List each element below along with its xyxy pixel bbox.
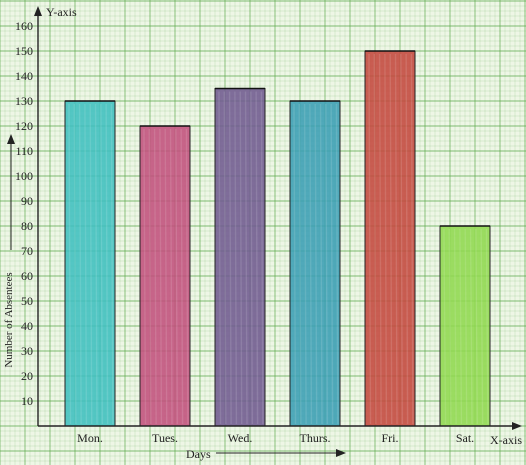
bar-texture-streak bbox=[94, 103, 98, 425]
bar-texture-streak bbox=[143, 128, 147, 425]
bar-texture-streak bbox=[250, 91, 253, 425]
y-tick-label: 40 bbox=[21, 319, 33, 333]
bar-texture-streak bbox=[443, 228, 447, 425]
bar-texture-streak bbox=[373, 53, 377, 425]
bar-texture-streak bbox=[244, 91, 248, 425]
y-tick-label: 30 bbox=[21, 344, 33, 358]
bar-texture-streak bbox=[330, 103, 334, 425]
x-tick-labels: Mon. Tues. Wed. Thurs. Fri. Sat. bbox=[77, 431, 474, 445]
bar-texture-streak bbox=[303, 103, 307, 425]
bar-texture-streak bbox=[84, 103, 88, 425]
y-tick-label: 10 bbox=[21, 394, 33, 408]
bar-texture-streak bbox=[378, 53, 382, 425]
x-tick-label: Thurs. bbox=[300, 431, 331, 445]
bar-texture-streak bbox=[148, 128, 152, 425]
y-tick-label: 100 bbox=[15, 169, 33, 183]
y-tick-label: 160 bbox=[15, 19, 33, 33]
bars-group bbox=[64, 50, 491, 427]
y-tick-label: 20 bbox=[21, 369, 33, 383]
bar-texture-streak bbox=[223, 91, 227, 425]
bar-texture-streak bbox=[448, 228, 452, 425]
bar-texture-streak bbox=[239, 91, 243, 425]
x-tick-label: Sat. bbox=[456, 431, 474, 445]
x-tick-label: Mon. bbox=[77, 431, 103, 445]
bar-texture-streak bbox=[218, 91, 222, 425]
bar-texture-streak bbox=[180, 128, 184, 425]
bar-texture-streak bbox=[485, 228, 489, 425]
x-title-arrow-icon bbox=[336, 449, 346, 457]
y-tick-label: 140 bbox=[15, 69, 33, 83]
bar-texture-streak bbox=[453, 228, 457, 425]
bar-texture-streak bbox=[319, 103, 323, 425]
bar-texture-streak bbox=[159, 128, 163, 425]
bar-texture-streak bbox=[405, 53, 409, 425]
bar-texture-streak bbox=[68, 103, 72, 425]
x-tick-label: Fri. bbox=[381, 431, 398, 445]
bar-texture-streak bbox=[309, 103, 313, 425]
y-tick-label: 120 bbox=[15, 119, 33, 133]
bar-texture-streak bbox=[73, 103, 77, 425]
x-tick-label: Wed. bbox=[228, 431, 253, 445]
bar-texture-streak bbox=[480, 228, 484, 425]
bar-texture-streak bbox=[175, 128, 178, 425]
y-title-arrow-icon bbox=[7, 134, 15, 144]
axes-group bbox=[34, 6, 522, 430]
bar-texture-streak bbox=[325, 103, 328, 425]
bar-wed bbox=[214, 88, 266, 427]
bar-texture-streak bbox=[410, 53, 414, 425]
bar-texture-streak bbox=[293, 103, 297, 425]
x-axis-title: Days bbox=[186, 447, 211, 461]
bar-texture-streak bbox=[389, 53, 393, 425]
y-tick-label: 70 bbox=[21, 244, 33, 258]
bar-fri bbox=[364, 50, 416, 427]
y-tick-label: 50 bbox=[21, 294, 33, 308]
bar-texture-streak bbox=[464, 228, 468, 425]
x-tick-label: Tues. bbox=[152, 431, 178, 445]
y-tick-label: 80 bbox=[21, 219, 33, 233]
bar-texture-streak bbox=[394, 53, 398, 425]
bar-texture-streak bbox=[153, 128, 157, 425]
y-tick-label: 130 bbox=[15, 94, 33, 108]
bar-texture-streak bbox=[110, 103, 114, 425]
bar-texture-streak bbox=[368, 53, 372, 425]
bar-tues bbox=[139, 125, 191, 427]
y-tick-label: 90 bbox=[21, 194, 33, 208]
bar-texture-streak bbox=[255, 91, 259, 425]
bar-sat bbox=[439, 225, 491, 427]
bar-texture-streak bbox=[475, 228, 478, 425]
bar-texture-streak bbox=[335, 103, 339, 425]
bar-texture-streak bbox=[78, 103, 82, 425]
bar-texture-streak bbox=[260, 91, 264, 425]
bar-texture-streak bbox=[105, 103, 109, 425]
bar-texture-streak bbox=[234, 91, 238, 425]
bar-texture-streak bbox=[169, 128, 173, 425]
bar-texture-streak bbox=[185, 128, 189, 425]
y-axis-name: Y-axis bbox=[46, 5, 77, 19]
bar-texture-streak bbox=[314, 103, 318, 425]
bar-texture-streak bbox=[228, 91, 232, 425]
bar-texture-streak bbox=[298, 103, 302, 425]
y-axis-arrow-icon bbox=[34, 6, 42, 16]
bar-texture-streak bbox=[384, 53, 388, 425]
bar-texture-streak bbox=[100, 103, 103, 425]
y-tick-label: 60 bbox=[21, 269, 33, 283]
bar-texture-streak bbox=[400, 53, 403, 425]
bar-texture-streak bbox=[459, 228, 463, 425]
bar-texture-streak bbox=[469, 228, 473, 425]
x-axis-name: X-axis bbox=[490, 433, 522, 447]
y-tick-label: 150 bbox=[15, 44, 33, 58]
y-tick-labels: 10 20 30 40 50 60 70 80 90 100 110 120 130 140 150 160 bbox=[15, 19, 33, 408]
y-axis-title: Number of Absentees bbox=[3, 272, 15, 367]
bar-texture-streak bbox=[164, 128, 168, 425]
y-tick-label: 110 bbox=[15, 144, 33, 158]
x-axis-arrow-icon bbox=[512, 422, 522, 430]
bar-texture-streak bbox=[89, 103, 93, 425]
